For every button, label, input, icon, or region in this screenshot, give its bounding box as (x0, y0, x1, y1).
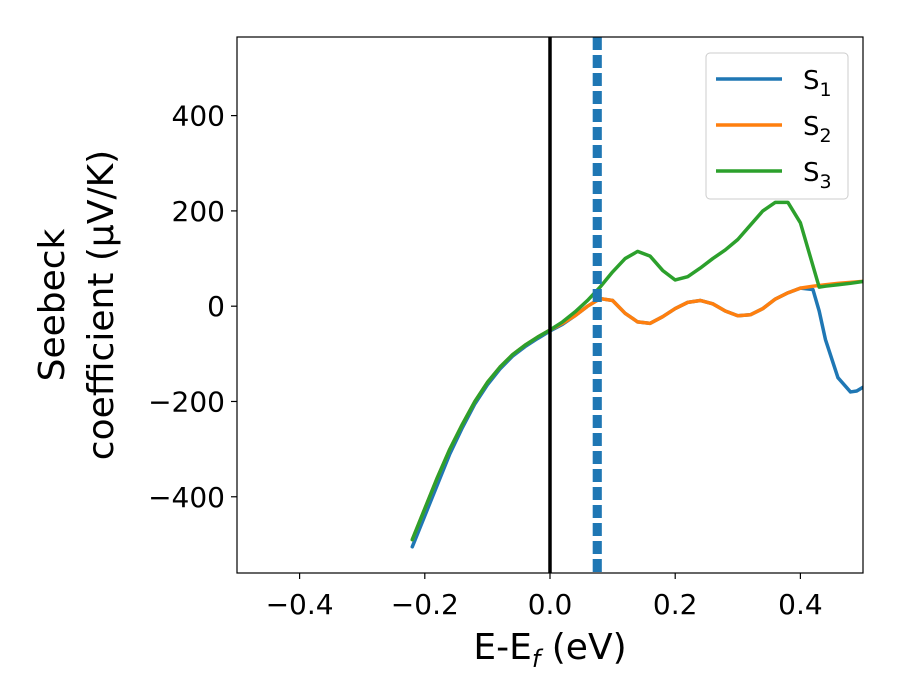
x-axis-label-unit: (eV) (540, 627, 626, 668)
vertical-lines (548, 37, 602, 573)
series-line-s1 (410, 286, 863, 549)
x-tick-label: −0.2 (391, 588, 459, 621)
legend: S1 S2 S3 (705, 52, 849, 200)
x-axis-ticks: −0.4 −0.2 0.0 0.2 0.4 (266, 573, 823, 621)
y-axis-ticks: −400 −200 0 200 400 (148, 100, 237, 514)
y-tick-label: 400 (172, 100, 225, 133)
x-axis-label: E-Ef (eV) (473, 627, 626, 673)
legend-label-s2: S2 (803, 112, 832, 147)
y-tick-label: 0 (207, 290, 225, 323)
y-tick-label: −200 (148, 385, 225, 418)
x-tick-label: 0.4 (778, 588, 823, 621)
x-tick-label: 0.0 (528, 588, 573, 621)
legend-label-s1: S1 (803, 66, 832, 101)
y-tick-label: 200 (172, 195, 225, 228)
y-axis-label-line2: coefficient (μV/K) (81, 150, 122, 460)
x-axis-label-main: E-E (473, 627, 531, 668)
x-tick-label: −0.4 (266, 588, 334, 621)
x-tick-label: 0.2 (653, 588, 698, 621)
y-axis-label-line1: Seebeck (32, 228, 73, 381)
series-line-s2 (410, 279, 863, 542)
series-line-s3 (410, 200, 863, 542)
series-layer (410, 200, 863, 549)
legend-label-s3: S3 (803, 158, 832, 193)
y-tick-label: −400 (148, 481, 225, 514)
